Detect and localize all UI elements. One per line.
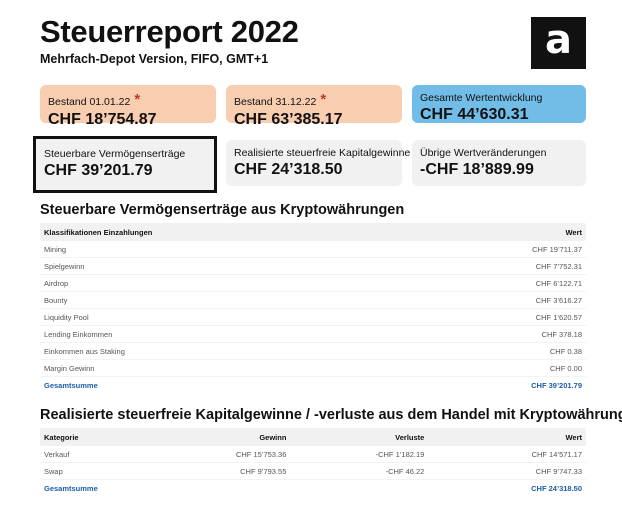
row-label: Einkommen aus Staking [44,346,125,356]
total-label[interactable]: Gesamtsumme [44,484,98,493]
table-vermoegensertraege: Klassifikationen Einzahlungen Wert Minin… [40,223,586,394]
card-gesamte-wertentwicklung: Gesamte Wertentwicklung CHF 44’630.31 [412,85,586,123]
table-total-row[interactable]: Gesamtsumme CHF 39’201.79 [40,377,586,394]
row-label: Airdrop [44,278,69,288]
row-value: CHF 19’711.37 [532,244,582,254]
table-row: Spielgewinn CHF 7’752.31 [40,258,586,275]
logo-letter: a [545,17,572,63]
report-subtitle: Mehrfach-Depot Version, FIFO, GMT+1 [40,52,269,66]
card-uebrige-wertveraenderungen: Übrige Wertveränderungen -CHF 18’889.99 [412,140,586,186]
table-row: Lending Einkommen CHF 378.18 [40,326,586,343]
brand-logo: a [531,17,586,69]
column-header: Kategorie [44,432,79,442]
section-title-vermoegensertraege: Steuerbare Vermögenserträge aus Kryptowä… [40,202,405,218]
row-value: CHF 6’122.71 [535,278,582,288]
column-header: Wert [565,432,583,442]
asterisk-icon: * [320,91,327,108]
row-label: Margin Gewinn [44,363,95,373]
row-value: CHF 7’752.31 [535,261,582,271]
row-value: CHF 3’616.27 [535,295,582,305]
row-label: Lending Einkommen [44,329,113,339]
row-value: CHF 0.38 [549,346,582,356]
report-title: Steuerreport 2022 [40,14,299,49]
total-label[interactable]: Gesamtsumme [44,381,98,390]
row-value: CHF 14’571.17 [531,449,583,459]
card-value: CHF 39’201.79 [44,162,153,179]
row-value: CHF 1’620.57 [535,312,582,322]
card-label: Übrige Wertveränderungen [420,147,547,159]
column-header: Gewinn [259,432,287,442]
card-value: CHF 24’318.50 [234,161,343,178]
section-title-kapitalgewinne: Realisierte steuerfreie Kapitalgewinne /… [40,407,622,423]
asterisk-icon: * [134,91,141,108]
card-label: Bestand 31.12.22 * [234,91,327,108]
column-header: Verluste [395,432,425,442]
table-row: Einkommen aus Staking CHF 0.38 [40,343,586,360]
row-gain: CHF 9’793.55 [240,466,287,476]
row-label: Swap [44,466,63,476]
card-value: CHF 63’385.17 [234,111,343,128]
table-row: Swap CHF 9’793.55 -CHF 46.22 CHF 9’747.3… [40,463,586,480]
table-row: Airdrop CHF 6’122.71 [40,275,586,292]
table-kapitalgewinne: Kategorie Gewinn Verluste Wert Verkauf C… [40,428,586,497]
table-row: Liquidity Pool CHF 1’620.57 [40,309,586,326]
table-header: Kategorie Gewinn Verluste Wert [40,428,586,446]
row-loss: -CHF 46.22 [385,466,425,476]
card-value: CHF 18’754.87 [48,111,157,128]
total-value: CHF 24’318.50 [531,484,583,493]
card-label: Realisierte steuerfreie Kapitalgewinne [234,147,411,159]
row-label: Spielgewinn [44,261,85,271]
total-value: CHF 39’201.79 [531,381,582,390]
card-label: Gesamte Wertentwicklung [420,92,543,104]
card-value: CHF 44’630.31 [420,106,529,123]
row-label: Liquidity Pool [44,312,89,322]
row-label: Bounty [44,295,68,305]
row-gain: CHF 15’753.36 [235,449,287,459]
table-row: Margin Gewinn CHF 0.00 [40,360,586,377]
row-loss: -CHF 1’182.19 [375,449,425,459]
table-row: Bounty CHF 3’616.27 [40,292,586,309]
row-label: Mining [44,244,67,254]
card-value: -CHF 18’889.99 [420,161,534,178]
card-label: Bestand 01.01.22 * [48,91,141,108]
card-bestand-start: Bestand 01.01.22 * CHF 18’754.87 [40,85,216,128]
table-header: Klassifikationen Einzahlungen Wert [40,223,586,241]
row-label: Verkauf [44,449,70,459]
row-value: CHF 378.18 [541,329,582,339]
row-value: CHF 0.00 [549,363,582,373]
card-label: Steuerbare Vermögenserträge [44,148,186,160]
card-steuerbare-vermoegensertraege: Steuerbare Vermögenserträge CHF 39’201.7… [33,136,217,193]
table-row: Mining CHF 19’711.37 [40,241,586,258]
card-bestand-end: Bestand 31.12.22 * CHF 63’385.17 [226,85,402,128]
table-row: Verkauf CHF 15’753.36 -CHF 1’182.19 CHF … [40,446,586,463]
column-header: Wert [565,227,582,237]
card-realisierte-kapitalgewinne: Realisierte steuerfreie Kapitalgewinne C… [226,140,411,186]
row-value: CHF 9’747.33 [535,466,583,476]
table-total-row[interactable]: Gesamtsumme CHF 24’318.50 [40,480,586,497]
column-header: Klassifikationen Einzahlungen [44,227,153,237]
